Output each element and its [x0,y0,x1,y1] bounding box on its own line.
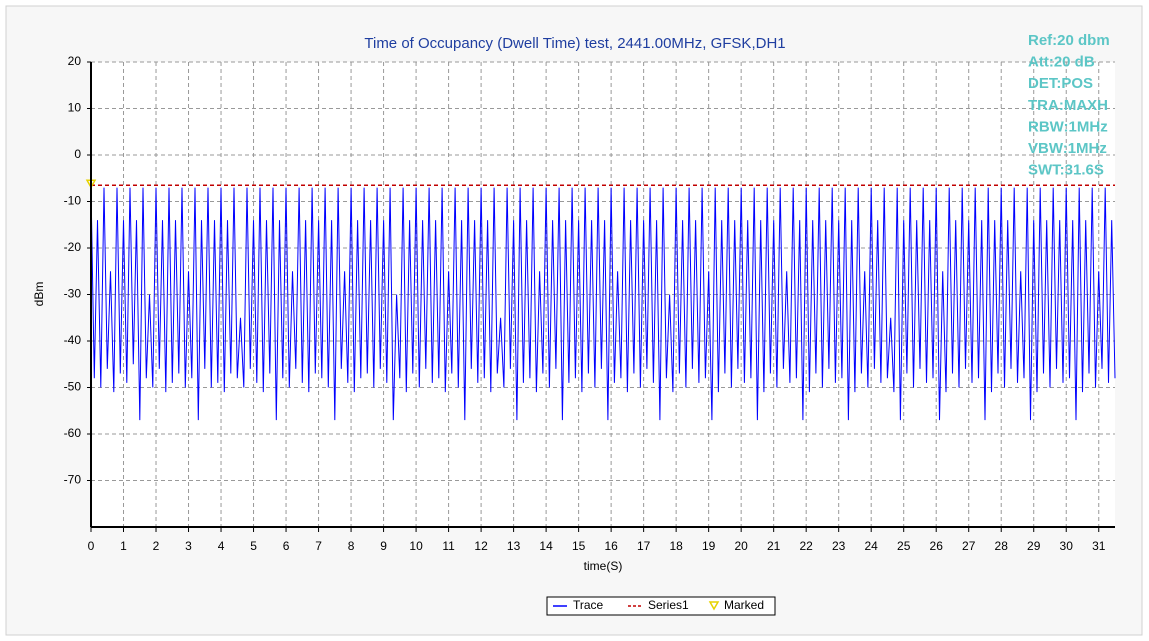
legend-label: Trace [573,598,604,612]
x-tick-label: 29 [1027,539,1041,553]
info-text: DET:POS [1028,75,1093,92]
x-tick-label: 24 [865,539,879,553]
x-tick-label: 7 [315,539,322,553]
legend-label: Marked [724,598,764,612]
legend-label: Series1 [648,598,689,612]
y-tick-label: -60 [64,426,82,440]
x-tick-label: 0 [88,539,95,553]
x-tick-label: 3 [185,539,192,553]
x-tick-label: 11 [442,539,455,553]
y-tick-label: -30 [64,287,82,301]
x-tick-label: 26 [930,539,944,553]
x-tick-label: 15 [572,539,586,553]
x-tick-label: 20 [734,539,748,553]
x-tick-label: 12 [474,539,488,553]
chart-title: Time of Occupancy (Dwell Time) test, 244… [364,35,785,52]
x-tick-label: 30 [1060,539,1074,553]
info-text: Ref:20 dbm [1028,32,1110,49]
y-tick-label: -10 [64,194,82,208]
legend-symbol [708,601,720,611]
x-tick-label: 28 [995,539,1009,553]
x-tick-label: 14 [539,539,553,553]
info-text: SWT:31.6S [1028,162,1104,179]
x-tick-label: 13 [507,539,521,553]
x-tick-label: 17 [637,539,651,553]
x-tick-label: 21 [767,539,781,553]
x-tick-label: 10 [409,539,423,553]
info-text: Att:20 dB [1028,54,1095,71]
y-tick-label: 20 [68,54,82,68]
x-axis-label: time(S) [584,559,623,573]
y-tick-label: 10 [68,101,82,115]
y-tick-label: -70 [64,473,82,487]
info-text: TRA:MAXH [1028,97,1108,114]
x-tick-label: 8 [348,539,355,553]
x-tick-label: 9 [380,539,387,553]
x-tick-label: 5 [250,539,257,553]
x-tick-label: 23 [832,539,846,553]
info-text: VBW:1MHz [1028,140,1107,157]
x-tick-label: 27 [962,539,976,553]
x-tick-label: 4 [218,539,225,553]
x-tick-label: 18 [669,539,683,553]
x-tick-label: 6 [283,539,290,553]
trace-line [90,187,1116,421]
info-text: RBW:1MHz [1028,118,1108,135]
x-tick-label: 22 [799,539,813,553]
y-tick-label: -40 [64,333,82,347]
x-tick-label: 19 [702,539,716,553]
x-tick-label: 31 [1092,539,1106,553]
x-tick-label: 1 [120,539,127,553]
x-tick-label: 25 [897,539,911,553]
y-tick-label: -50 [64,380,82,394]
y-axis-label: dBm [32,282,46,307]
x-tick-label: 16 [604,539,618,553]
x-tick-label: 2 [153,539,160,553]
y-tick-label: 0 [74,147,81,161]
y-tick-label: -20 [64,240,82,254]
